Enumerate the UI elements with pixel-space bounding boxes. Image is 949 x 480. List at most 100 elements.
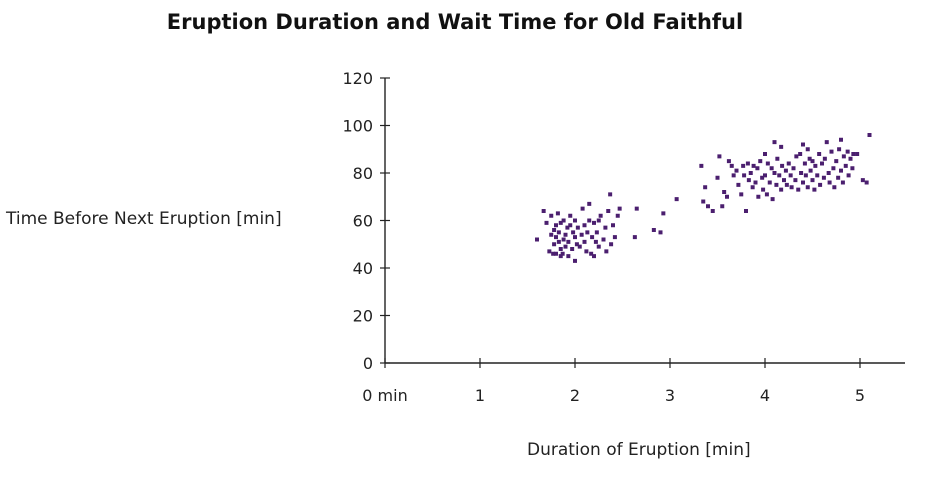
data-point <box>755 166 760 171</box>
data-point <box>722 190 727 194</box>
data-point <box>821 175 826 180</box>
data-point <box>775 156 780 161</box>
data-point <box>580 206 585 211</box>
data-point <box>568 213 573 218</box>
data-point <box>554 223 558 228</box>
data-point <box>801 142 805 147</box>
data-point <box>589 251 594 256</box>
data-point <box>535 237 539 242</box>
data-point <box>788 173 793 178</box>
data-point <box>751 163 756 168</box>
data-point <box>791 166 796 171</box>
data-point <box>590 235 595 240</box>
data-point <box>565 225 570 230</box>
data-point <box>587 201 592 206</box>
data-point <box>820 161 824 166</box>
data-point <box>839 168 843 173</box>
data-point <box>598 213 603 218</box>
data-point <box>609 242 614 247</box>
data-point <box>805 147 810 152</box>
x-axis-label: Duration of Eruption [min] <box>527 440 751 460</box>
data-point <box>703 185 708 190</box>
data-point <box>584 249 589 254</box>
data-point <box>615 213 620 218</box>
data-point <box>822 156 827 161</box>
data-point <box>808 168 813 173</box>
data-point <box>570 247 575 251</box>
x-tick-label: 2 <box>570 386 580 405</box>
data-point <box>571 230 576 235</box>
data-point <box>699 163 704 168</box>
data-point <box>812 187 817 192</box>
y-tick-label: 20 <box>353 307 373 326</box>
data-point <box>658 230 663 235</box>
data-point <box>674 197 679 202</box>
data-point <box>779 144 784 149</box>
data-point <box>807 156 812 161</box>
data-point <box>611 223 615 228</box>
data-point <box>563 232 568 237</box>
data-point <box>824 140 829 145</box>
y-tick-label: 120 <box>342 69 373 88</box>
data-point <box>831 166 836 171</box>
data-point <box>603 225 608 230</box>
data-point <box>585 230 590 235</box>
data-point <box>558 247 563 251</box>
data-point <box>710 209 715 213</box>
data-point <box>760 175 765 180</box>
data-point <box>554 235 558 240</box>
data-point <box>555 211 560 216</box>
data-point <box>764 192 769 197</box>
data-point <box>568 223 573 228</box>
y-tick-label: 40 <box>353 259 373 278</box>
data-point <box>744 209 748 213</box>
data-point <box>803 173 808 178</box>
x-tick-label: 3 <box>665 386 675 405</box>
data-point <box>827 180 832 185</box>
data-point <box>855 152 860 156</box>
data-point <box>617 206 622 211</box>
data-point <box>750 185 755 190</box>
data-point <box>742 173 747 178</box>
data-point <box>596 244 601 249</box>
data-point <box>608 192 613 197</box>
data-point <box>594 230 599 235</box>
data-point <box>604 249 609 254</box>
data-point <box>720 204 725 209</box>
data-point <box>729 163 734 168</box>
data-point <box>779 187 784 192</box>
data-point <box>810 178 815 183</box>
data-point <box>561 218 566 223</box>
data-point <box>554 251 558 256</box>
axes: 0 20 40 60 80 100 120 0 min 1 2 3 4 5 <box>342 69 905 405</box>
data-point <box>566 239 571 244</box>
chart-title: Eruption Duration and Wait Time for Old … <box>166 10 744 34</box>
data-point <box>782 178 786 183</box>
data-point <box>561 237 566 242</box>
data-point <box>593 239 598 244</box>
data-point <box>826 171 831 175</box>
data-point <box>739 192 744 197</box>
data-point <box>763 152 767 156</box>
data-point <box>549 213 554 218</box>
data-point <box>582 239 587 244</box>
data-point <box>786 161 791 166</box>
data-point <box>763 173 767 178</box>
data-point <box>832 185 837 190</box>
data-point <box>837 147 842 152</box>
data-point <box>802 161 807 166</box>
data-point <box>734 168 739 173</box>
data-point <box>851 152 856 156</box>
data-point <box>805 185 810 190</box>
data-point <box>801 180 805 185</box>
data-point <box>839 137 843 142</box>
data-point <box>587 218 592 223</box>
data-point <box>860 178 865 183</box>
data-point <box>601 237 606 242</box>
data-point <box>544 220 549 225</box>
data-point <box>731 173 736 178</box>
data-point <box>783 168 788 173</box>
data-point <box>864 180 869 185</box>
data-point <box>558 220 563 225</box>
